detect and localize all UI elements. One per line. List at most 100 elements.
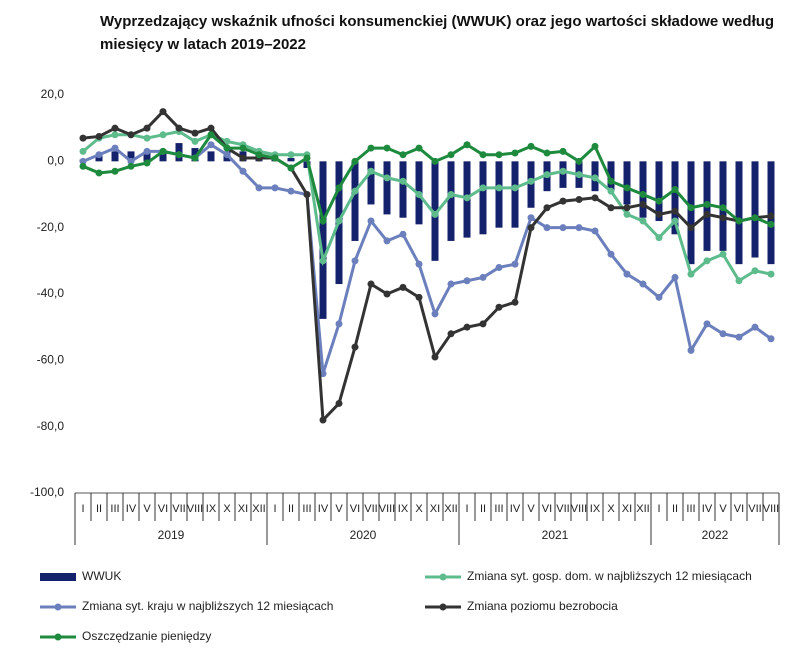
- point: [495, 303, 503, 311]
- point: [351, 187, 359, 195]
- bar: [751, 161, 759, 258]
- x-tick-label: X: [223, 503, 231, 515]
- x-tick-label: VII: [364, 503, 377, 515]
- point: [447, 151, 455, 159]
- point: [367, 280, 375, 288]
- point: [607, 177, 615, 185]
- point: [351, 257, 359, 265]
- x-tick-label: X: [415, 503, 423, 515]
- line: [82, 109, 772, 424]
- point: [655, 210, 663, 218]
- point: [383, 290, 391, 298]
- point: [127, 131, 135, 139]
- bar: [495, 161, 503, 228]
- point: [271, 184, 279, 192]
- point: [671, 207, 679, 215]
- point: [335, 399, 343, 407]
- x-tick-label: IV: [510, 503, 521, 515]
- x-tick-label: II: [672, 503, 678, 515]
- point: [559, 197, 567, 205]
- bar: [367, 161, 375, 205]
- x-tick-label: VII: [556, 503, 569, 515]
- y-tick-label: -80,0: [37, 419, 65, 433]
- point: [159, 131, 167, 139]
- point: [95, 169, 103, 177]
- point: [431, 210, 439, 218]
- point: [143, 147, 151, 155]
- legend-label: Zmiana syt. gosp. dom. w najbliższych 12…: [467, 569, 752, 583]
- point: [511, 149, 519, 157]
- x-tick-label: I: [81, 503, 84, 515]
- point: [479, 151, 487, 159]
- x-tick-label: VIII: [187, 503, 204, 515]
- y-tick-label: -60,0: [37, 353, 65, 367]
- point: [319, 217, 327, 225]
- x-tick-label: V: [143, 503, 151, 515]
- point: [463, 141, 471, 149]
- chart-title: Wyprzedzający wskaźnik ufności konsumenc…: [100, 13, 775, 53]
- x-tick-label: XI: [622, 503, 632, 515]
- point: [687, 346, 695, 354]
- point: [623, 270, 631, 278]
- x-tick-label: VIII: [379, 503, 396, 515]
- point: [95, 132, 103, 140]
- point: [559, 167, 567, 175]
- x-tick-label: V: [335, 503, 343, 515]
- point: [687, 204, 695, 212]
- point: [303, 154, 311, 162]
- point: [767, 335, 775, 343]
- bar: [143, 151, 151, 162]
- point: [527, 177, 535, 185]
- point: [159, 108, 167, 116]
- x-tick-label: VII: [748, 503, 761, 515]
- legend-label: Zmiana syt. kraju w najbliższych 12 mies…: [82, 599, 333, 613]
- point: [255, 184, 263, 192]
- point: [399, 230, 407, 238]
- point: [79, 157, 87, 165]
- point: [559, 224, 567, 232]
- point: [207, 141, 215, 149]
- point: [591, 142, 599, 150]
- point: [527, 142, 535, 150]
- point: [287, 187, 295, 195]
- point: [751, 267, 759, 275]
- year-label: 2021: [542, 528, 569, 542]
- point: [591, 174, 599, 182]
- bar: [447, 161, 455, 241]
- point: [111, 167, 119, 175]
- point: [191, 137, 199, 145]
- bar: [159, 149, 167, 162]
- x-tick-label: VIII: [571, 503, 588, 515]
- x-tick-label: IX: [206, 503, 217, 515]
- point: [431, 353, 439, 361]
- legend-swatch: [40, 573, 76, 581]
- x-tick-label: IV: [318, 503, 329, 515]
- point: [655, 234, 663, 242]
- point: [607, 250, 615, 258]
- point: [623, 210, 631, 218]
- x-tick-label: V: [527, 503, 535, 515]
- point: [543, 204, 551, 212]
- point: [767, 212, 775, 220]
- point: [639, 280, 647, 288]
- point: [495, 184, 503, 192]
- point: [703, 210, 711, 218]
- point: [719, 250, 727, 258]
- bar: [207, 151, 215, 162]
- point: [207, 131, 215, 139]
- point: [271, 154, 279, 162]
- point: [463, 194, 471, 202]
- x-tick-label: VII: [172, 503, 185, 515]
- point: [575, 224, 583, 232]
- point: [479, 273, 487, 281]
- x-tick-label: VI: [542, 503, 552, 515]
- line: [82, 132, 772, 226]
- x-tick-label: I: [273, 503, 276, 515]
- legend-label: Zmiana poziomu bezrobocia: [467, 599, 618, 613]
- point: [639, 217, 647, 225]
- x-tick-label: IX: [590, 503, 601, 515]
- point: [543, 171, 551, 179]
- point: [367, 144, 375, 152]
- bar: [383, 161, 391, 215]
- x-tick-label: VI: [158, 503, 168, 515]
